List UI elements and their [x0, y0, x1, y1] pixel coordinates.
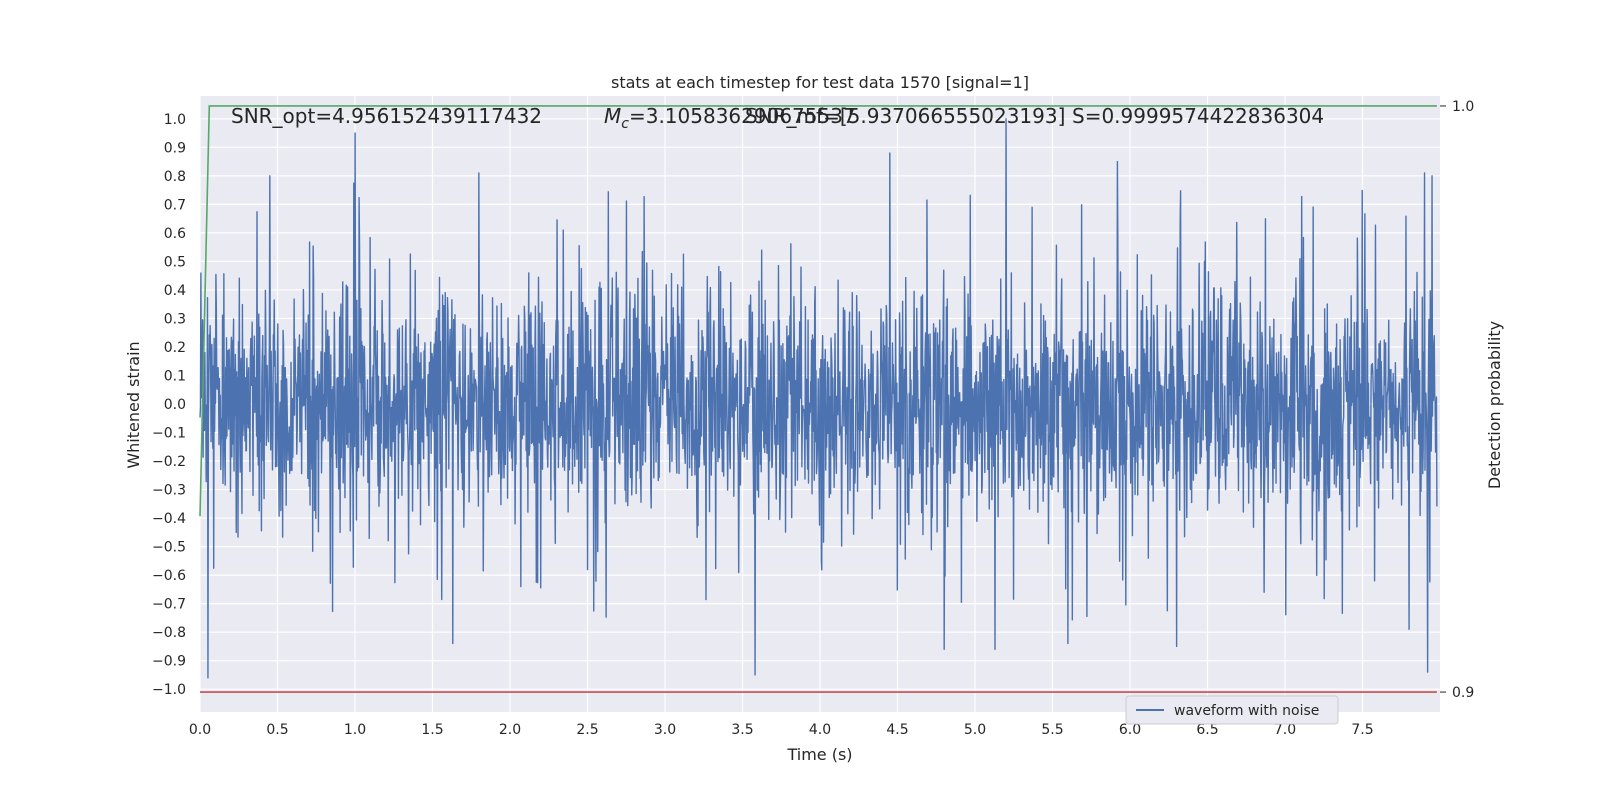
y-tick-label: 0.6	[164, 226, 186, 242]
x-axis-label: Time (s)	[786, 745, 852, 764]
annotation-chirp-mass-symbol: M	[604, 104, 621, 128]
x-tick-label: 3.5	[731, 722, 753, 738]
chart-title: stats at each timestep for test data 157…	[611, 73, 1029, 92]
x-tick-label: 5.0	[964, 722, 986, 738]
y-tick-label: −0.2	[152, 454, 186, 470]
y2-tick-label: 1.0	[1452, 99, 1474, 115]
legend: waveform with noise	[1125, 695, 1339, 725]
y-tick-label: −0.4	[152, 511, 186, 527]
legend-label-waveform: waveform with noise	[1174, 703, 1319, 719]
annotation-chirp-mass-subscript: c	[621, 116, 629, 132]
annotation-chirp-mass: Mc=3.105836290675537	[604, 104, 856, 132]
y-tick-label: −0.3	[152, 483, 186, 499]
y2-axis-label: Detection probability	[1485, 321, 1504, 489]
y-tick-label: −0.6	[152, 568, 186, 584]
y-tick-label: −0.9	[152, 654, 186, 670]
y-tick-label: 0.0	[164, 397, 186, 413]
series-waveform-with-noise	[199, 118, 1438, 679]
x-tick-label: 2.5	[576, 722, 598, 738]
legend-box	[1125, 695, 1339, 725]
y2-axis-ticks: 1.0 0.9	[1440, 99, 1474, 701]
y-tick-label: −0.8	[152, 625, 186, 641]
x-tick-label: 1.5	[421, 722, 443, 738]
y2-tick-label: 0.9	[1452, 685, 1474, 701]
y-tick-label: 0.1	[164, 368, 186, 384]
x-tick-label: 4.0	[809, 722, 831, 738]
x-tick-label: 2.0	[499, 722, 521, 738]
series-detection-probability	[199, 105, 1437, 517]
x-tick-label: 0.5	[266, 722, 288, 738]
x-axis-ticks: 0.0 0.5 1.0 1.5 2.0 2.5 3.0 3.5 4.0 4.5 5.0 5.5 6.0 6…	[189, 722, 1374, 738]
x-tick-label: 0.0	[189, 722, 211, 738]
x-tick-label: 5.5	[1041, 722, 1063, 738]
series-layer	[199, 105, 1438, 693]
y-tick-label: 0.9	[164, 140, 186, 156]
y-axis-ticks: 1.0 0.9 0.8 0.7 0.6 0.5 0.4 0.3 0.2 0.1 0.0 −0.1 −0.…	[152, 112, 186, 698]
x-tick-label: 3.0	[654, 722, 676, 738]
x-tick-label: 6.5	[1196, 722, 1218, 738]
y-tick-label: −0.5	[152, 540, 186, 556]
annotation-snr-mf: SNR_mf=[5.937066555023193]	[745, 104, 1065, 128]
annotation-chirp-mass-value: =3.105836290675537	[629, 104, 856, 128]
y-tick-label: 0.2	[164, 340, 186, 356]
x-tick-label: 1.0	[344, 722, 366, 738]
y-tick-label: −0.7	[152, 597, 186, 613]
y-tick-label: −1.0	[152, 682, 186, 698]
annotation-snr-opt: SNR_opt=4.956152439117432	[231, 104, 542, 128]
y-tick-label: 0.5	[164, 254, 186, 270]
x-tick-label: 7.5	[1351, 722, 1373, 738]
y-tick-label: 0.7	[164, 197, 186, 213]
y-tick-label: 0.4	[164, 283, 186, 299]
x-tick-label: 6.0	[1119, 722, 1141, 738]
y-tick-label: 1.0	[164, 112, 186, 128]
y-tick-label: −0.1	[152, 426, 186, 442]
y-tick-label: 0.8	[164, 169, 186, 185]
x-tick-label: 7.0	[1274, 722, 1296, 738]
annotation-s-value: S=0.9999574422836304	[1072, 104, 1324, 128]
y-tick-label: 0.3	[164, 311, 186, 327]
x-tick-label: 4.5	[886, 722, 908, 738]
y-axis-label: Whitened strain	[124, 341, 143, 468]
